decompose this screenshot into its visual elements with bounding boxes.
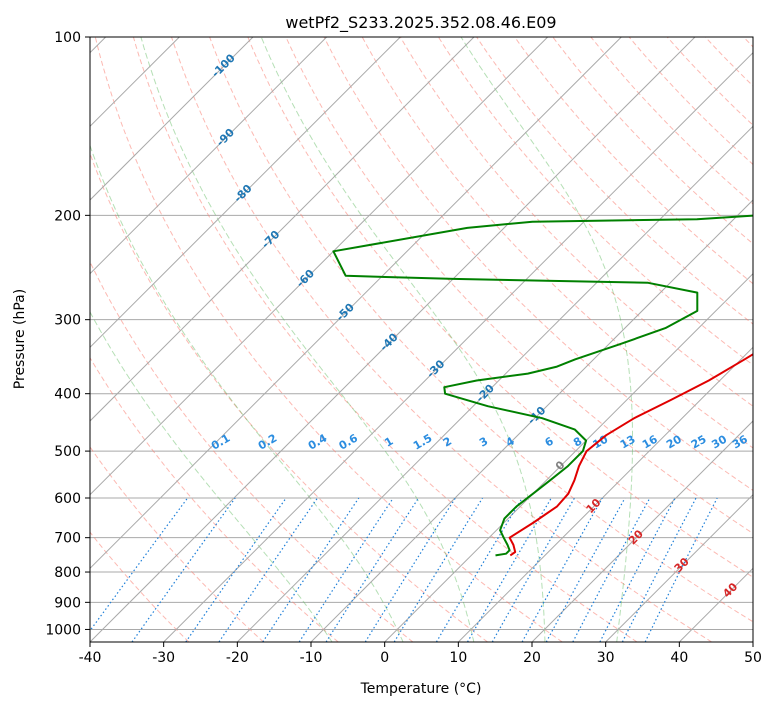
isotherm-grid <box>90 37 753 642</box>
y-tick-label: 900 <box>54 595 81 611</box>
dry-adiabat-line <box>285 37 753 535</box>
isotherm-line <box>90 37 696 642</box>
chart-title: wetPf2_S233.2025.352.08.46.E09 <box>285 13 556 33</box>
mixing-ratio-line <box>262 497 360 642</box>
isotherm-line <box>90 37 475 422</box>
x-axis-label: Temperature (°C) <box>360 681 482 697</box>
mixing-ratio-line <box>644 497 718 642</box>
isotherm-line <box>605 493 753 642</box>
dry-adiabat-line <box>94 37 563 642</box>
isotherm-line <box>90 37 401 349</box>
x-tick-label: 0 <box>380 650 389 666</box>
isotherm-line <box>752 641 753 642</box>
x-tick-label: 10 <box>449 650 467 666</box>
y-tick-label: 200 <box>54 208 81 224</box>
isotherm-line <box>163 51 753 642</box>
mixing-ratio-line <box>393 497 484 642</box>
isobar-grid <box>90 37 753 630</box>
mixing-ratio-line <box>599 497 676 642</box>
isotherm-line <box>90 37 254 201</box>
dry-adiabat-line <box>552 37 753 245</box>
temperature-line <box>508 353 753 557</box>
y-axis-label: Pressure (hPa) <box>12 289 28 389</box>
moist-adiabat-line <box>140 37 475 642</box>
x-tick-label: -40 <box>79 650 102 666</box>
plot-background <box>90 37 753 642</box>
y-tick-label: 100 <box>54 30 81 46</box>
x-tick-label: 50 <box>744 650 762 666</box>
x-tick-label: 20 <box>523 650 541 666</box>
isotherm-line <box>90 37 549 496</box>
mixing-ratio-line <box>364 497 456 642</box>
isotherm-line <box>90 37 622 570</box>
isotherm-line <box>90 37 328 275</box>
x-tick-label: -30 <box>152 650 175 666</box>
dry-adiabat-line <box>90 260 414 642</box>
dry-adiabat-line <box>476 37 753 325</box>
dry-adiabat-line <box>171 37 712 642</box>
mixing-ratio-lines <box>90 497 718 642</box>
isotherm-line <box>310 199 753 642</box>
isotherm-line <box>384 272 753 642</box>
moist-adiabat-line <box>90 144 404 642</box>
y-tick-label: 300 <box>54 313 81 329</box>
dry-adiabat-line <box>323 37 753 491</box>
y-tick-label: 1000 <box>45 622 81 638</box>
y-tick-label: 800 <box>54 565 81 581</box>
mixing-ratio-line <box>545 497 626 642</box>
x-tick-label: -10 <box>300 650 323 666</box>
isotherm-line <box>457 346 753 642</box>
x-tick-label: -20 <box>226 650 249 666</box>
dry-adiabat-line <box>90 356 339 642</box>
y-tick-label: 400 <box>54 387 81 403</box>
dry-adiabat-line <box>437 37 753 366</box>
y-axis-ticks: 100 200 300 400 500 600 700 800 900 1000 <box>45 30 90 638</box>
dewpoint-line <box>332 214 753 557</box>
mixing-ratio-line <box>435 497 523 642</box>
mixing-ratio-line <box>90 497 189 632</box>
y-tick-label: 600 <box>54 491 81 507</box>
dry-adiabat-line <box>399 37 753 407</box>
dry-adiabat-line <box>590 37 753 205</box>
y-tick-label: 500 <box>54 444 81 460</box>
mixing-ratio-line <box>572 497 651 642</box>
isotherm-line <box>531 420 753 642</box>
y-tick-label: 700 <box>54 531 81 547</box>
profile-series <box>332 214 753 557</box>
dry-adiabat-line <box>209 37 753 623</box>
moist-adiabat-line <box>260 37 546 642</box>
isotherm-line <box>236 125 753 642</box>
dry-adiabat-line <box>132 37 638 642</box>
x-tick-label: 40 <box>670 650 688 666</box>
x-tick-label: 30 <box>597 650 615 666</box>
x-axis-ticks: -40 -30 -20 -10 0 10 20 30 40 50 <box>79 642 762 666</box>
mixing-ratio-line <box>131 497 236 642</box>
mixing-ratio-line <box>621 497 697 642</box>
dry-adiabat-line <box>90 531 190 642</box>
plot-frame <box>89 36 754 643</box>
